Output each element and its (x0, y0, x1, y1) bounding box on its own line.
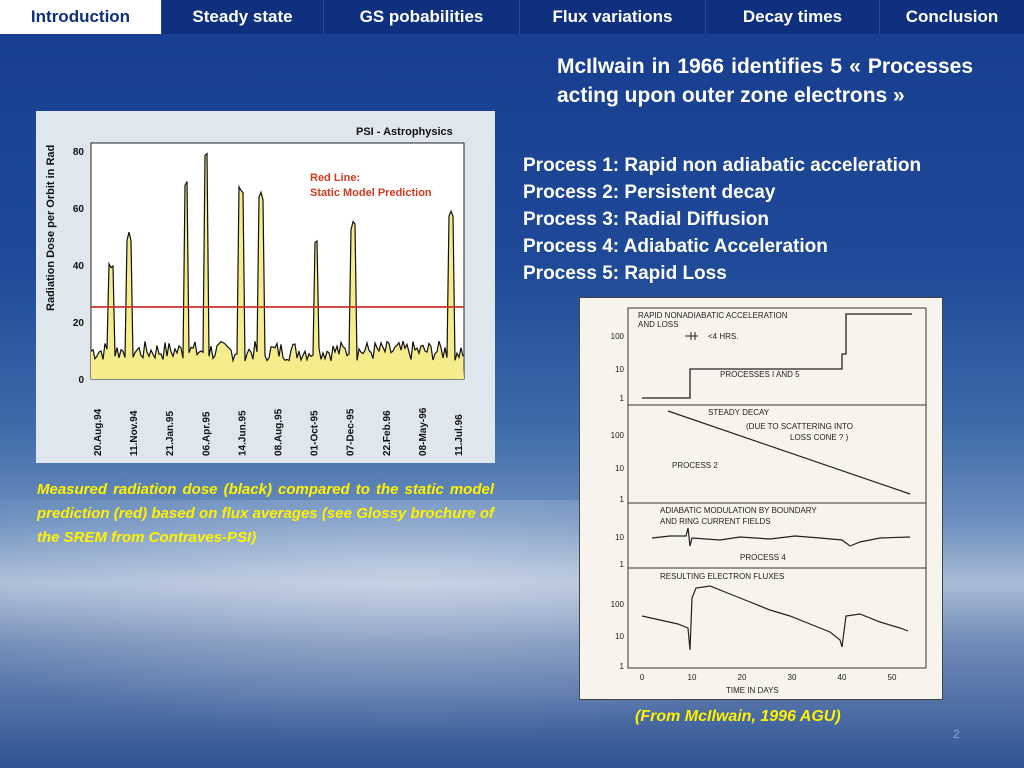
right-y-tick-label: 100 (611, 332, 625, 341)
right-y-tick-label: 10 (615, 365, 624, 374)
right-x-tick-label: 50 (888, 673, 897, 682)
dose-line (90, 152, 464, 363)
radiation-dose-chart: PSI - Astrophysics Red Line: Static Mode… (45, 126, 465, 456)
x-tick-label: 11.Jul.96 (454, 414, 465, 456)
tab-flux-variations[interactable]: Flux variations (520, 0, 706, 34)
tab-conclusion[interactable]: Conclusion (905, 7, 999, 26)
process-item: Process 2: Persistent decay (523, 182, 776, 203)
legend-text: Static Model Prediction (310, 187, 432, 199)
tab-decay-times[interactable]: Decay times (706, 0, 880, 34)
x-tick-label: 08.Aug.95 (274, 408, 285, 456)
y-axis-label: Radiation Dose per Orbit in Rad (45, 145, 57, 311)
mcilwain-schematic: RAPID NONADIABATIC ACCELERATION AND LOSS… (611, 307, 927, 695)
process-list: Process 1: Rapid non adiabatic accelerat… (523, 152, 1018, 287)
panel2-title: STEADY DECAY (708, 408, 770, 417)
panel3-subtitle: AND RING CURRENT FIELDS (660, 517, 771, 526)
y-tick-label: 0 (78, 375, 84, 386)
process-item: Process 5: Rapid Loss (523, 263, 727, 284)
page-number: 2 (953, 727, 960, 741)
panel4-title: RESULTING ELECTRON FLUXES (660, 572, 784, 581)
panel4-line (641, 585, 909, 651)
right-x-tick-label: 40 (838, 673, 847, 682)
y-tick-label: 40 (73, 261, 85, 272)
right-y-tick-label: 1 (620, 662, 625, 671)
x-tick-label: 14.Jun.95 (237, 410, 248, 456)
x-tick-label: 22.Feb.96 (382, 410, 393, 456)
x-tick-label: 20.Aug.94 (93, 408, 104, 456)
right-y-tick-label: 100 (611, 600, 625, 609)
panel2-decay-line (667, 410, 911, 495)
panel3-label: PROCESS 4 (740, 553, 786, 562)
process-item: Process 1: Rapid non adiabatic accelerat… (523, 155, 922, 176)
right-y-tick-label: 100 (611, 431, 625, 440)
panel2-subtitle2: LOSS CONE ? ) (790, 433, 849, 442)
right-y-tick-label: 10 (615, 464, 624, 473)
radiation-dose-figure: PSI - Astrophysics Red Line: Static Mode… (36, 111, 495, 463)
y-tick-label: 60 (73, 204, 85, 215)
plot-frame (90, 142, 465, 380)
x-tick-label: 07-Dec-95 (346, 408, 357, 456)
right-x-tick-label: 10 (688, 673, 697, 682)
panel1-subtitle: AND LOSS (638, 320, 678, 329)
panel3-line (651, 527, 911, 547)
right-figure-caption: (From McIlwain, 1996 AGU) (635, 708, 841, 725)
x-tick-label: 11.Nov.94 (129, 410, 140, 456)
process-item: Process 3: Radial Diffusion (523, 209, 770, 230)
nav-bar: Introduction Steady state GS pobabilitie… (0, 0, 1024, 34)
right-x-tick-label: 30 (788, 673, 797, 682)
mcilwain-figure: RAPID NONADIABATIC ACCELERATION AND LOSS… (579, 297, 943, 700)
right-y-tick-label: 1 (620, 495, 625, 504)
right-y-tick-label: 10 (615, 632, 624, 641)
y-tick-label: 80 (73, 147, 85, 158)
y-tick-label: 20 (73, 318, 85, 329)
tab-gs-probabilities[interactable]: GS pobabilities (324, 0, 520, 34)
right-x-tick-label: 20 (738, 673, 747, 682)
x-tick-label: 06.Apr.95 (201, 411, 212, 456)
x-tick-label: 01-Oct-95 (310, 410, 321, 456)
tab-steady-state[interactable]: Steady state (162, 0, 324, 34)
plot-area (90, 142, 465, 380)
right-x-tick-label: 0 (640, 673, 645, 682)
panel1-bracket (685, 332, 698, 340)
right-y-tick-label: 1 (620, 394, 625, 403)
x-tick-label: 21.Jan.95 (165, 411, 176, 456)
panel1-line (642, 313, 912, 399)
panel-frame (627, 307, 927, 669)
dose-area (91, 153, 464, 379)
x-tick-label: 08-May-96 (418, 407, 429, 456)
right-y-tick-label: 10 (615, 533, 624, 542)
panel1-note: <4 HRS. (708, 332, 738, 341)
right-y-tick-label: 1 (620, 560, 625, 569)
panel2-subtitle: (DUE TO SCATTERING INTO (746, 422, 853, 431)
panel1-label: PROCESSES I AND 5 (720, 370, 800, 379)
panel1-title: RAPID NONADIABATIC ACCELERATION (638, 311, 788, 320)
tab-introduction[interactable]: Introduction (0, 0, 162, 34)
panel2-label: PROCESS 2 (672, 461, 718, 470)
left-figure-caption: Measured radiation dose (black) compared… (37, 481, 494, 546)
right-x-axis-label: TIME IN DAYS (726, 686, 779, 695)
slide-heading: McIlwain in 1966 identifies 5 « Processe… (557, 55, 973, 107)
process-item: Process 4: Adiabatic Acceleration (523, 236, 828, 257)
panel3-title: ADIABATIC MODULATION BY BOUNDARY (660, 506, 817, 515)
figure-header: PSI - Astrophysics (356, 126, 453, 138)
legend-title: Red Line: (310, 172, 360, 184)
